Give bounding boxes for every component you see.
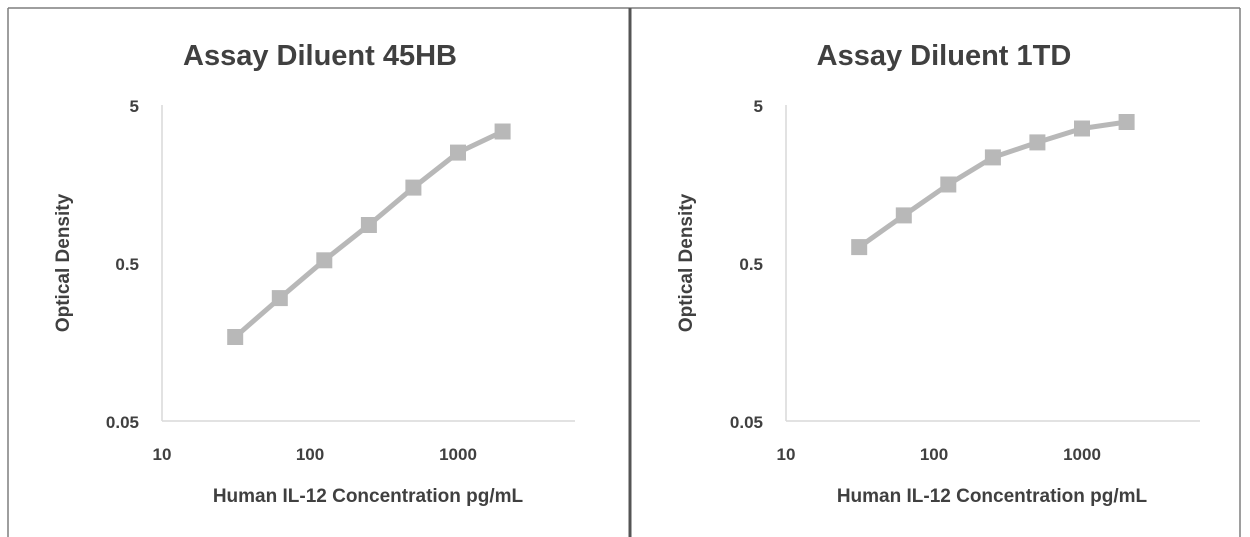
x-tick-label: 1000 <box>1063 445 1101 464</box>
x-tick-label: 1000 <box>439 445 477 464</box>
x-tick-label: 100 <box>920 445 948 464</box>
data-point-marker <box>494 123 511 140</box>
y-tick-label: 0.05 <box>106 413 139 432</box>
x-tick-label: 10 <box>777 445 796 464</box>
data-point-marker <box>405 179 422 196</box>
series-line <box>232 129 506 340</box>
data-point-marker <box>851 239 868 256</box>
data-point-marker <box>450 144 466 161</box>
data-point-marker <box>940 176 957 193</box>
x-tick-label: 10 <box>153 445 172 464</box>
data-point-marker <box>1074 120 1090 137</box>
chart-title: Assay Diluent 45HB <box>183 40 457 72</box>
y-tick-label: 0.05 <box>730 413 763 432</box>
series-line <box>856 119 1130 250</box>
data-point-marker <box>227 329 244 345</box>
data-point-marker <box>360 217 377 233</box>
x-tick-label: 100 <box>296 445 324 464</box>
data-point-marker <box>271 290 288 307</box>
y-tick-label: 5 <box>754 97 763 116</box>
x-axis-label: Human IL-12 Concentration pg/mL <box>837 486 1148 507</box>
chart-assay-diluent-1td: Assay Diluent 1TD Optical Density Human … <box>676 40 1200 507</box>
x-axis-label: Human IL-12 Concentration pg/mL <box>213 486 524 507</box>
data-point-marker <box>316 252 333 269</box>
y-tick-label: 0.5 <box>739 255 763 274</box>
data-point-marker <box>1029 134 1046 151</box>
y-axis-label: Optical Density <box>676 193 697 332</box>
chart-assay-diluent-45hb: Assay Diluent 45HB Optical Density Human… <box>53 40 575 507</box>
data-point-marker <box>984 149 1001 166</box>
chart-title: Assay Diluent 1TD <box>817 40 1072 72</box>
data-point-marker <box>1118 114 1135 130</box>
y-axis-label: Optical Density <box>53 193 74 332</box>
y-tick-label: 0.5 <box>115 255 139 274</box>
y-tick-label: 5 <box>130 97 139 116</box>
data-point-marker <box>895 207 912 224</box>
